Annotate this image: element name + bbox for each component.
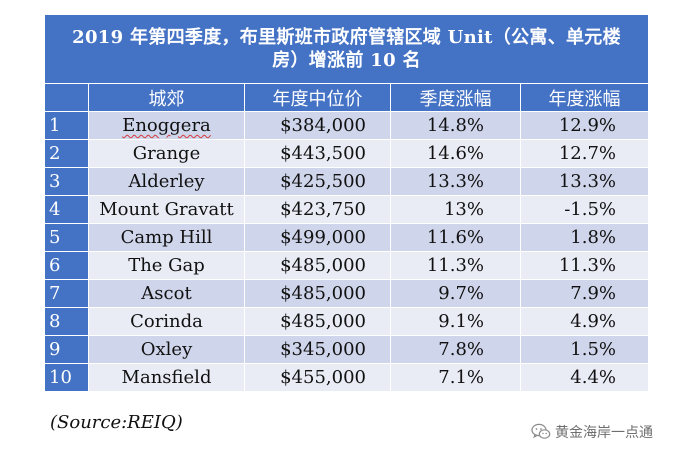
rank-cell: 8 [44, 307, 89, 336]
suburb-cell: Corinda [88, 307, 245, 336]
suburb-cell: The Gap [88, 251, 245, 280]
rank-cell: 4 [44, 195, 89, 224]
quarterly-growth-cell: 7.1% [390, 363, 521, 392]
suburb-cell: Mount Gravatt [88, 195, 245, 224]
median-price-cell: $345,000 [244, 335, 391, 364]
suburb-cell: Alderley [88, 167, 245, 196]
median-price-cell: $443,500 [244, 139, 391, 168]
header-annual-growth: 年度涨幅 [519, 83, 650, 112]
suburb-cell: Enoggera [88, 111, 245, 140]
annual-growth-cell: 4.9% [519, 307, 650, 336]
table-row: 6 The Gap $485,000 11.3% 11.3% [44, 251, 650, 280]
quarterly-growth-cell: 11.6% [390, 223, 521, 252]
quarterly-growth-cell: 13.3% [390, 167, 521, 196]
suburb-cell: Oxley [88, 335, 245, 364]
annual-growth-cell: 1.5% [519, 335, 650, 364]
rank-cell: 10 [44, 363, 89, 392]
median-price-cell: $485,000 [244, 251, 391, 280]
table-row: 4 Mount Gravatt $423,750 13% -1.5% [44, 195, 650, 224]
wechat-icon [531, 423, 551, 439]
rank-cell: 7 [44, 279, 89, 308]
quarterly-growth-cell: 14.6% [390, 139, 521, 168]
rank-cell: 3 [44, 167, 89, 196]
suburb-cell: Grange [88, 139, 245, 168]
suburb-cell: Mansfield [88, 363, 245, 392]
table-row: 5 Camp Hill $499,000 11.6% 1.8% [44, 223, 650, 252]
suburb-text: Enoggera [122, 115, 211, 136]
watermark: 黄金海岸一点通 [531, 422, 653, 442]
median-price-cell: $485,000 [244, 279, 391, 308]
table-row: 10 Mansfield $455,000 7.1% 4.4% [44, 363, 650, 392]
quarterly-growth-cell: 11.3% [390, 251, 521, 280]
header-suburb: 城郊 [88, 83, 245, 112]
header-rank [44, 83, 89, 112]
suburb-cell: Ascot [88, 279, 245, 308]
quarterly-growth-cell: 9.7% [390, 279, 521, 308]
header-median-price: 年度中位价 [244, 83, 391, 112]
rank-cell: 2 [44, 139, 89, 168]
growth-table: 2019 年第四季度，布里斯班市政府管辖区域 Unit（公寓、单元楼房）增涨前 … [43, 14, 650, 392]
table-row: 7 Ascot $485,000 9.7% 7.9% [44, 279, 650, 308]
annual-growth-cell: 12.9% [519, 111, 650, 140]
annual-growth-cell: -1.5% [519, 195, 650, 224]
median-price-cell: $423,750 [244, 195, 391, 224]
median-price-cell: $384,000 [244, 111, 391, 140]
annual-growth-cell: 12.7% [519, 139, 650, 168]
annual-growth-cell: 7.9% [519, 279, 650, 308]
annual-growth-cell: 4.4% [519, 363, 650, 392]
quarterly-growth-cell: 14.8% [390, 111, 521, 140]
rank-cell: 6 [44, 251, 89, 280]
median-price-cell: $425,500 [244, 167, 391, 196]
rank-cell: 5 [44, 223, 89, 252]
annual-growth-cell: 13.3% [519, 167, 650, 196]
quarterly-growth-cell: 7.8% [390, 335, 521, 364]
table-row: 1 Enoggera $384,000 14.8% 12.9% [44, 111, 650, 140]
rank-cell: 9 [44, 335, 89, 364]
header-row: 城郊 年度中位价 季度涨幅 年度涨幅 [44, 83, 650, 112]
median-price-cell: $499,000 [244, 223, 391, 252]
suburb-cell: Camp Hill [88, 223, 245, 252]
quarterly-growth-cell: 9.1% [390, 307, 521, 336]
median-price-cell: $485,000 [244, 307, 391, 336]
median-price-cell: $455,000 [244, 363, 391, 392]
header-quarterly-growth: 季度涨幅 [390, 83, 521, 112]
watermark-text: 黄金海岸一点通 [555, 425, 653, 441]
table-row: 8 Corinda $485,000 9.1% 4.9% [44, 307, 650, 336]
source-note: (Source:REIQ) [50, 412, 183, 433]
table-row: 2 Grange $443,500 14.6% 12.7% [44, 139, 650, 168]
annual-growth-cell: 11.3% [519, 251, 650, 280]
table-row: 3 Alderley $425,500 13.3% 13.3% [44, 167, 650, 196]
quarterly-growth-cell: 13% [390, 195, 521, 224]
annual-growth-cell: 1.8% [519, 223, 650, 252]
table-title: 2019 年第四季度，布里斯班市政府管辖区域 Unit（公寓、单元楼房）增涨前 … [43, 14, 650, 84]
rank-cell: 1 [44, 111, 89, 140]
table-row: 9 Oxley $345,000 7.8% 1.5% [44, 335, 650, 364]
